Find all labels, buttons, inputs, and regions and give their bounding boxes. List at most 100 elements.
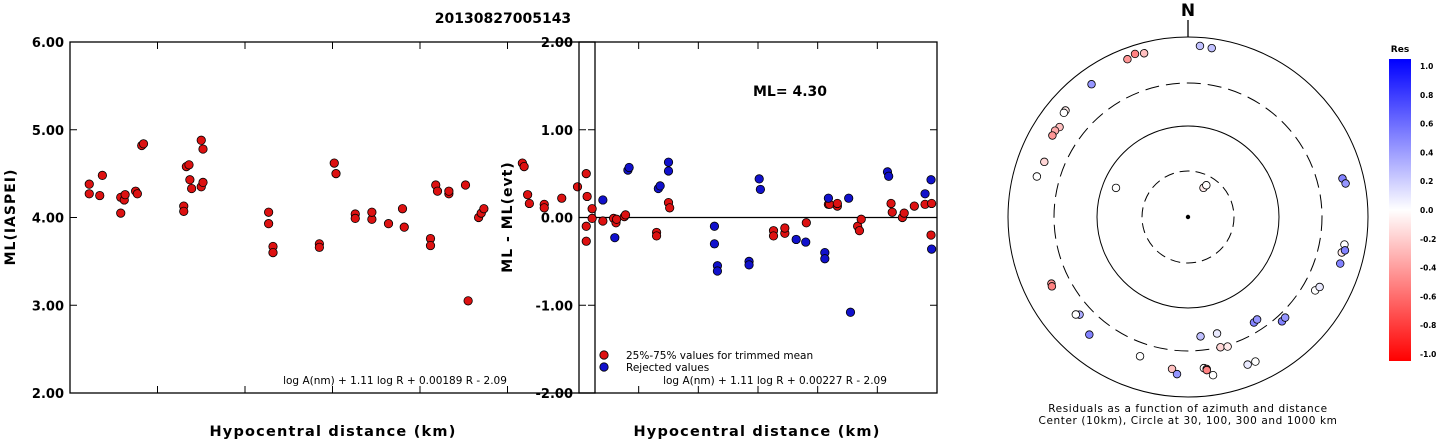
trimmed-data-point [886, 198, 896, 209]
trimmed-data-point [665, 203, 675, 213]
ml-data-point [196, 135, 206, 145]
ml-data-point [523, 190, 533, 200]
ml-data-point [383, 219, 394, 229]
ml-data-point [116, 208, 126, 218]
polar-residual-point [1167, 364, 1177, 374]
rejected-data-point [755, 184, 765, 195]
trimmed-data-point [899, 208, 909, 218]
polar-residual-point [1280, 313, 1290, 322]
rejected-data-point [655, 181, 665, 191]
ml-data-point [314, 242, 324, 252]
ml-data-point [268, 248, 278, 258]
polar-caption-line1: Residuals as a function of azimuth and d… [1048, 403, 1328, 415]
colorbar-tick-label: 0.6 [1420, 120, 1433, 129]
trimmed-data-point [909, 201, 919, 211]
legend-rejected-marker [599, 362, 609, 372]
residual-x-axis-label: Hypocentral distance (km) [633, 424, 880, 440]
figure-title: 20130827005143 [435, 11, 571, 27]
polar-residual-point [1123, 55, 1132, 64]
colorbar-tick-label: 1.0 [1420, 62, 1433, 71]
colorbar-tick-label: 0.0 [1420, 206, 1433, 215]
ml-data-point [444, 186, 454, 196]
rejected-data-point [884, 171, 894, 181]
rejected-data-point [754, 174, 764, 184]
ml-data-point [198, 177, 208, 187]
polar-residual-point [1216, 343, 1225, 352]
trimmed-data-point [927, 198, 937, 209]
polar-residual-point [1047, 282, 1057, 291]
ring-100km [1096, 125, 1280, 309]
colorbar-tick-label: -0.4 [1420, 264, 1436, 273]
legend-trimmed-label: 25%-75% values for trimmed mean [626, 350, 813, 362]
ml-x-axis-label: Hypocentral distance (km) [209, 424, 456, 440]
ml-plot-frame [69, 41, 596, 394]
rejected-data-point [845, 307, 856, 317]
polar-residual-point [1032, 172, 1042, 181]
residual-ytick-label: -1.00 [536, 299, 573, 314]
ml-y-axis-label: ML(IASPEI) [3, 169, 19, 266]
polar-residual-point [1040, 157, 1049, 167]
rejected-data-point [920, 189, 930, 199]
azimuth-polar-chart: N Residuals as a function of azimuth and… [1007, 1, 1369, 427]
trimmed-data-point [768, 231, 779, 241]
ml-data-point [184, 160, 194, 170]
ml-data-point [519, 162, 529, 172]
rejected-data-point [709, 239, 720, 249]
ml-ytick-label: 2.00 [32, 387, 64, 402]
polar-residual-point [1341, 179, 1350, 188]
residual-ytick-label: 2.00 [541, 36, 573, 51]
ml-data-point [198, 144, 208, 154]
colorbar-tick-label: 0.2 [1420, 177, 1433, 186]
ring-dashed-30km [1141, 170, 1235, 264]
polar-residual-point [1208, 370, 1218, 380]
trimmed-data-point [854, 226, 865, 236]
trimmed-data-point [801, 218, 811, 228]
trimmed-data-point [587, 213, 597, 223]
ml-ytick-label: 6.00 [32, 36, 64, 51]
ml-data-point [185, 175, 195, 185]
polar-residual-point [1223, 342, 1232, 351]
polar-residual-point [1340, 246, 1350, 255]
rejected-data-point [844, 193, 854, 203]
residual-formula-annotation: log A(nm) + 1.11 log R + 0.00227 R - 2.0… [663, 375, 887, 387]
trimmed-data-point [832, 198, 842, 209]
rejected-data-point [820, 254, 830, 264]
rejected-data-point [709, 221, 720, 231]
polar-caption-line2: Center (10km), Circle at 30, 100, 300 an… [1039, 415, 1338, 427]
colorbar-tick-label: 0.4 [1420, 148, 1433, 157]
ml-data-point [557, 193, 567, 203]
ml-data-point [539, 203, 549, 213]
colorbar-title: Res [1391, 45, 1409, 55]
trimmed-data-point [620, 210, 631, 220]
ml-formula-annotation: log A(nm) + 1.11 log R + 0.00189 R - 2.0… [283, 375, 507, 387]
polar-residual-point [1212, 329, 1222, 338]
ml-data-point [350, 213, 360, 223]
polar-residual-point [1085, 330, 1094, 339]
rejected-data-point [598, 195, 608, 205]
ml-ytick-label: 4.00 [32, 212, 64, 227]
polar-residual-point [1315, 282, 1324, 292]
ml-data-point [97, 170, 107, 180]
residual-ytick-label: 0.00 [541, 212, 573, 227]
rejected-data-point [926, 175, 936, 185]
polar-residual-point [1135, 352, 1145, 361]
trimmed-data-point [926, 230, 936, 240]
polar-residual-point [1251, 357, 1260, 366]
rejected-data-point [624, 162, 634, 173]
colorbar-tick-label: -0.8 [1420, 321, 1436, 330]
ml-data-point [187, 183, 197, 194]
polar-residual-point [1087, 80, 1096, 89]
trimmed-data-point [856, 214, 866, 224]
ml-data-point [264, 219, 274, 229]
polar-residual-point [1196, 332, 1205, 341]
ml-data-point [329, 158, 339, 168]
ml-data-point [572, 182, 583, 192]
colorbar-gradient [1389, 59, 1411, 361]
ml-data-point [581, 169, 591, 179]
legend-trimmed-marker [599, 350, 609, 360]
trimmed-data-point [887, 207, 897, 217]
rejected-data-point [663, 157, 674, 167]
residual-y-axis-label: ML - ML(evt) [500, 161, 516, 272]
polar-residual-point [1202, 365, 1212, 375]
rejected-data-point [791, 234, 801, 245]
